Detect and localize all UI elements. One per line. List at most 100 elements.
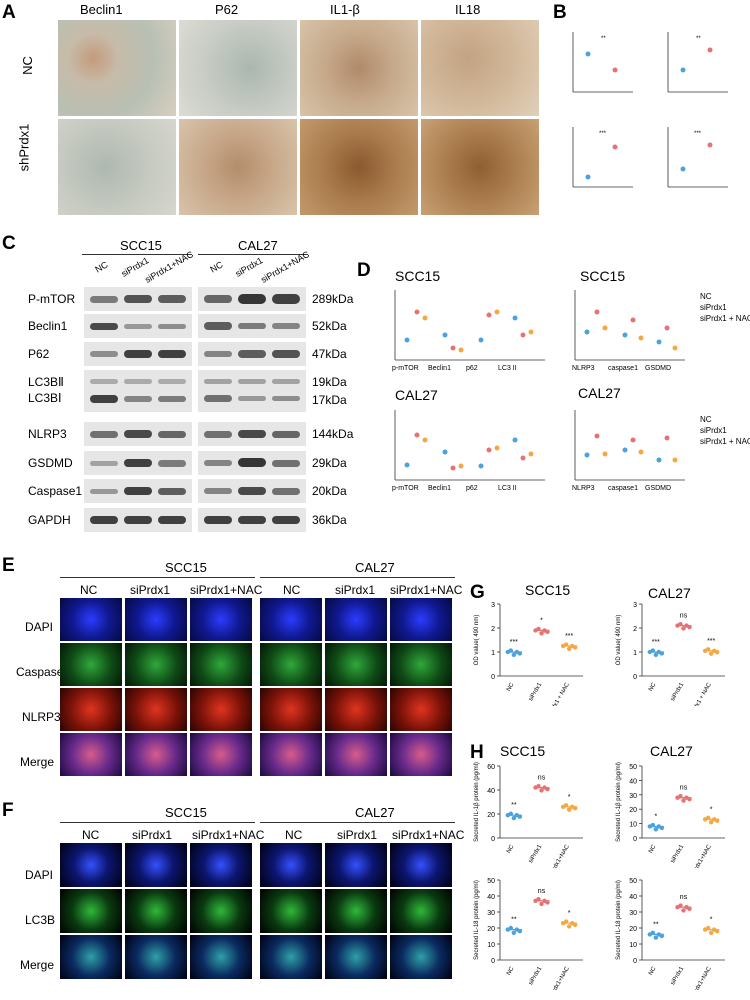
ihc-image	[179, 20, 297, 116]
d-point	[512, 437, 518, 443]
d-x-label: GSDMD	[645, 365, 672, 372]
d-title: SCC15	[580, 268, 626, 284]
c-size: 36kDa	[312, 513, 347, 527]
western-blot-strip	[198, 508, 306, 532]
micrograph-merge	[60, 935, 122, 979]
d-legend-nac: siPrdx1 + NAC	[700, 437, 750, 446]
data-point	[681, 798, 686, 803]
f-col: siPrdx1	[337, 828, 378, 842]
d-point	[622, 332, 628, 338]
h-chart: 0 10 20 30 40 50 Secreted IL-18 protein (pg/ml…	[474, 878, 583, 990]
panel-label-h: H	[470, 742, 484, 763]
significance-label: ns	[680, 785, 688, 792]
c-protein-beclin1: Beclin1	[28, 319, 68, 333]
d-point	[486, 447, 492, 453]
x-tick-label: siPrdx1	[528, 681, 544, 702]
significance-label: *	[568, 794, 571, 801]
x-tick-label: siPrdx1+NAC	[690, 965, 714, 990]
y-tick-label: 20	[487, 926, 495, 933]
f-row: Merge	[20, 958, 55, 972]
y-tick-label: 20	[629, 807, 637, 814]
d-point	[520, 455, 526, 461]
b-point	[612, 67, 618, 73]
micrograph-merge	[60, 733, 122, 776]
e-col: siPrdx1+NAC	[190, 583, 263, 597]
micrograph-merge	[190, 935, 252, 979]
significance-label: **	[511, 802, 517, 809]
significance-label: ***	[652, 639, 660, 646]
micrograph-lc3b	[125, 889, 187, 933]
d-point	[528, 329, 534, 335]
d-point	[478, 337, 484, 343]
western-blot-strip	[84, 370, 192, 412]
e-col: siPrdx1	[335, 583, 376, 597]
c-protein-p62: P62	[28, 347, 50, 361]
c-size: 20kDa	[312, 484, 347, 498]
x-tick-label: siPrdx1 + NAC	[546, 681, 571, 706]
panel-b-charts: ** ** *** ***	[572, 32, 728, 188]
y-tick-label: 20	[629, 926, 637, 933]
d-point	[442, 332, 448, 338]
d-point	[528, 451, 534, 457]
d-x-label: p62	[466, 365, 478, 372]
western-blot-strip	[84, 479, 192, 503]
d-point	[638, 335, 644, 341]
d-chart	[394, 410, 545, 481]
e-row: DAPI	[25, 620, 54, 634]
b-sig: **	[601, 36, 606, 42]
d-title: CAL27	[578, 385, 621, 401]
micrograph-dapi	[60, 843, 122, 887]
d-point	[672, 457, 678, 463]
data-point	[566, 924, 572, 929]
d-legend-nac: siPrdx1 + NAC	[700, 314, 750, 323]
d-point	[404, 462, 410, 468]
a-col-il1b: IL1-β	[330, 2, 360, 17]
panel-label-d: D	[357, 260, 371, 281]
micrograph-caspase1	[325, 643, 387, 686]
panel-label-a: A	[2, 2, 16, 23]
h-title: CAL27	[650, 743, 693, 759]
b-point	[680, 166, 686, 172]
a-col-il18: IL18	[455, 2, 481, 17]
d-x-label: NLRP3	[572, 485, 595, 492]
f-row: LC3B	[25, 913, 56, 927]
d-chart	[574, 290, 685, 361]
x-tick-label: NC	[506, 965, 516, 976]
y-tick-label: 0	[491, 674, 495, 681]
b-point	[707, 47, 713, 53]
western-blot-strip	[198, 287, 306, 311]
y-axis-label: OD value( 490 nm)	[616, 615, 622, 666]
western-blot-strip	[198, 479, 306, 503]
d-x-label: caspase1	[608, 365, 638, 372]
micrograph-nlrp3	[260, 688, 322, 731]
micrograph-merge	[325, 935, 387, 979]
b-point	[707, 142, 713, 148]
y-axis-label: Secreted IL-1β protein (pg/ml)	[616, 762, 622, 842]
micrograph-dapi	[60, 598, 122, 641]
d-point	[594, 433, 600, 439]
d-point	[602, 325, 608, 331]
d-point	[664, 435, 670, 441]
d-x-label: LC3 II	[498, 485, 517, 492]
c-size: 52kDa	[312, 319, 347, 333]
y-tick-label: 1	[491, 650, 495, 657]
e-cell-cal27: CAL27	[355, 560, 395, 575]
data-point	[511, 815, 517, 821]
d-point	[512, 315, 518, 321]
f-col: siPrdx1	[132, 828, 173, 842]
data-point	[681, 908, 686, 913]
panel-label-e: E	[2, 555, 15, 576]
significance-label: ***	[510, 639, 518, 646]
d-legend-nc: NC	[700, 415, 712, 424]
micrograph-nlrp3	[390, 688, 452, 731]
panel-label-c: C	[2, 233, 16, 254]
d-x-label: Beclin1	[428, 365, 451, 372]
micrograph-lc3b	[60, 889, 122, 933]
micrograph-dapi	[125, 843, 187, 887]
d-x-label: NLRP3	[572, 365, 595, 372]
d-point	[584, 452, 590, 458]
d-point	[602, 451, 608, 457]
y-tick-label: 20	[487, 812, 495, 819]
d-point	[486, 312, 492, 318]
